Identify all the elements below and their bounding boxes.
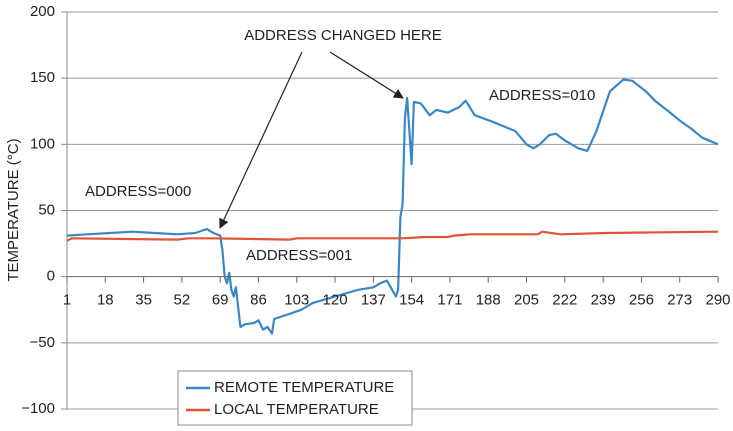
series-line [66, 78, 719, 335]
x-tick-label: 290 [705, 292, 730, 309]
x-tick-label: 69 [212, 292, 229, 309]
y-axis-label: TEMPERATURE (°C) [5, 138, 22, 281]
x-tick-label: 52 [174, 292, 191, 309]
x-tick-label: 205 [514, 292, 539, 309]
y-tick-label: 200 [30, 3, 55, 20]
x-tick-label: 86 [250, 292, 267, 309]
x-tick-label: 35 [135, 292, 152, 309]
legend [177, 370, 413, 426]
annotation-arrow [329, 51, 404, 99]
x-tick-label: 154 [399, 292, 424, 309]
y-tick-label: −50 [30, 334, 55, 351]
x-tick-label: 171 [437, 292, 462, 309]
x-tick-label: 120 [323, 292, 348, 309]
x-tick-label: 18 [97, 292, 114, 309]
x-tick-label: 256 [629, 292, 654, 309]
series-line [66, 230, 719, 242]
lines [66, 78, 719, 335]
x-tick-label: 103 [284, 292, 309, 309]
y-tick-label: −100 [21, 400, 55, 417]
x-tick-label: 137 [361, 292, 386, 309]
x-tick-label: 1 [63, 292, 71, 309]
x-tick-label: 239 [591, 292, 616, 309]
annotation: ADDRESS=000 [85, 183, 191, 200]
x-tick-label: 222 [552, 292, 577, 309]
axes: −100 −50 0 50 100 150 200 1 18 35 52 69 86 103 120 137 1… [21, 3, 730, 417]
legend-label: LOCAL TEMPERATURE [214, 401, 379, 418]
annotation-arrow [219, 51, 303, 229]
grid [67, 11, 718, 410]
annotation: ADDRESS=001 [246, 247, 352, 264]
y-tick-label: 150 [30, 69, 55, 86]
y-tick-label: 50 [38, 201, 55, 218]
annotation: ADDRESS CHANGED HERE [244, 27, 442, 44]
x-tick-label: 273 [667, 292, 692, 309]
y-tick-label: 0 [47, 268, 55, 285]
legend-label: REMOTE TEMPERATURE [214, 379, 394, 396]
annotation: ADDRESS=010 [489, 87, 595, 104]
y-tick-label: 100 [30, 135, 55, 152]
x-tick-label: 188 [476, 292, 501, 309]
